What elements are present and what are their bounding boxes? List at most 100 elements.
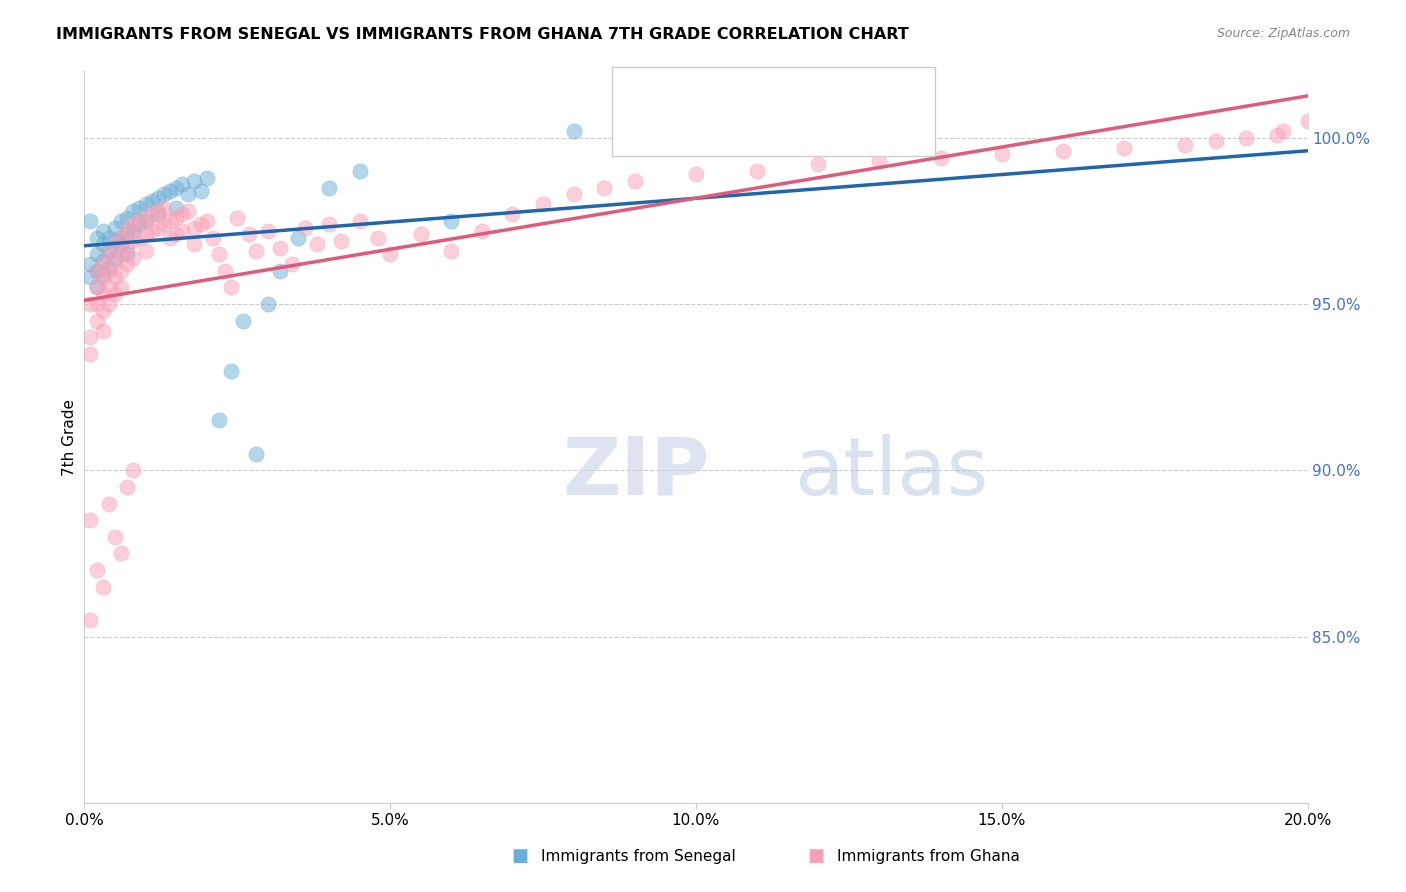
Point: [195, 214, 218, 228]
Point: [177, 187, 200, 202]
Point: [86, 314, 108, 328]
Point: [97, 297, 120, 311]
Point: [747, 164, 769, 178]
Point: [135, 197, 157, 211]
Point: [1296, 114, 1319, 128]
Point: [257, 297, 280, 311]
Point: [159, 230, 181, 244]
Point: [86, 230, 108, 244]
Point: [1236, 131, 1258, 145]
Point: [226, 211, 249, 225]
Point: [269, 264, 291, 278]
Point: [146, 191, 169, 205]
Point: [141, 194, 163, 208]
Point: [91, 270, 114, 285]
Point: [159, 214, 181, 228]
Text: ■: ■: [807, 847, 824, 865]
Point: [110, 230, 132, 244]
Text: Source: ZipAtlas.com: Source: ZipAtlas.com: [1216, 27, 1350, 40]
Point: [269, 241, 291, 255]
Point: [135, 214, 157, 228]
Point: [135, 211, 157, 225]
Point: [128, 214, 150, 228]
Point: [79, 513, 101, 527]
Point: [86, 264, 108, 278]
Point: [79, 297, 101, 311]
Point: [349, 164, 371, 178]
Point: [245, 244, 267, 258]
Text: IMMIGRANTS FROM SENEGAL VS IMMIGRANTS FROM GHANA 7TH GRADE CORRELATION CHART: IMMIGRANTS FROM SENEGAL VS IMMIGRANTS FR…: [56, 27, 910, 42]
Point: [208, 247, 231, 261]
Y-axis label: 7th Grade: 7th Grade: [62, 399, 77, 475]
Point: [122, 463, 145, 477]
Point: [91, 267, 114, 281]
Point: [104, 234, 127, 248]
Point: [165, 227, 187, 242]
Point: [115, 241, 138, 255]
Point: [153, 187, 176, 202]
Point: [97, 260, 120, 275]
Point: [471, 224, 494, 238]
Point: [1114, 141, 1136, 155]
Point: [91, 303, 114, 318]
Text: 0.302: 0.302: [692, 83, 744, 101]
Point: [97, 247, 120, 261]
Point: [97, 230, 120, 244]
Text: 0.334: 0.334: [692, 120, 745, 138]
Point: [367, 230, 389, 244]
Point: [624, 174, 647, 188]
Point: [110, 280, 132, 294]
Point: [214, 264, 236, 278]
Point: [165, 180, 187, 194]
Point: [190, 217, 212, 231]
Point: [79, 270, 101, 285]
Point: [91, 287, 114, 301]
Point: [219, 280, 242, 294]
Point: [97, 244, 120, 258]
Point: [141, 207, 163, 221]
Point: [86, 280, 108, 294]
Point: [146, 220, 169, 235]
Point: [238, 227, 260, 242]
Point: [110, 546, 132, 560]
Point: [79, 330, 101, 344]
Point: [219, 363, 242, 377]
Text: 52: 52: [785, 83, 807, 101]
Point: [104, 237, 127, 252]
Text: ■: ■: [512, 847, 529, 865]
Point: [104, 253, 127, 268]
Point: [110, 230, 132, 244]
Point: [159, 184, 181, 198]
Point: [110, 214, 132, 228]
Point: [1272, 124, 1295, 138]
Text: R =: R =: [661, 83, 697, 101]
Point: [349, 214, 371, 228]
Point: [86, 280, 108, 294]
Point: [257, 224, 280, 238]
Point: [79, 257, 101, 271]
Point: [330, 234, 353, 248]
Point: [91, 224, 114, 238]
Point: [97, 497, 120, 511]
Point: [172, 207, 194, 221]
Text: ■: ■: [636, 83, 652, 101]
Point: [91, 257, 114, 271]
Point: [1174, 137, 1197, 152]
Point: [807, 157, 830, 171]
Text: 99: 99: [785, 120, 808, 138]
Point: [562, 187, 585, 202]
Point: [86, 563, 108, 577]
Point: [165, 201, 187, 215]
Point: [208, 413, 231, 427]
Point: [104, 287, 127, 301]
Point: [1205, 134, 1227, 148]
Point: [195, 170, 218, 185]
Point: [86, 264, 108, 278]
Point: [122, 234, 145, 248]
Point: [153, 201, 176, 215]
Point: [172, 224, 194, 238]
Point: [245, 447, 267, 461]
Point: [110, 237, 132, 252]
Point: [153, 217, 176, 231]
Point: [115, 257, 138, 271]
